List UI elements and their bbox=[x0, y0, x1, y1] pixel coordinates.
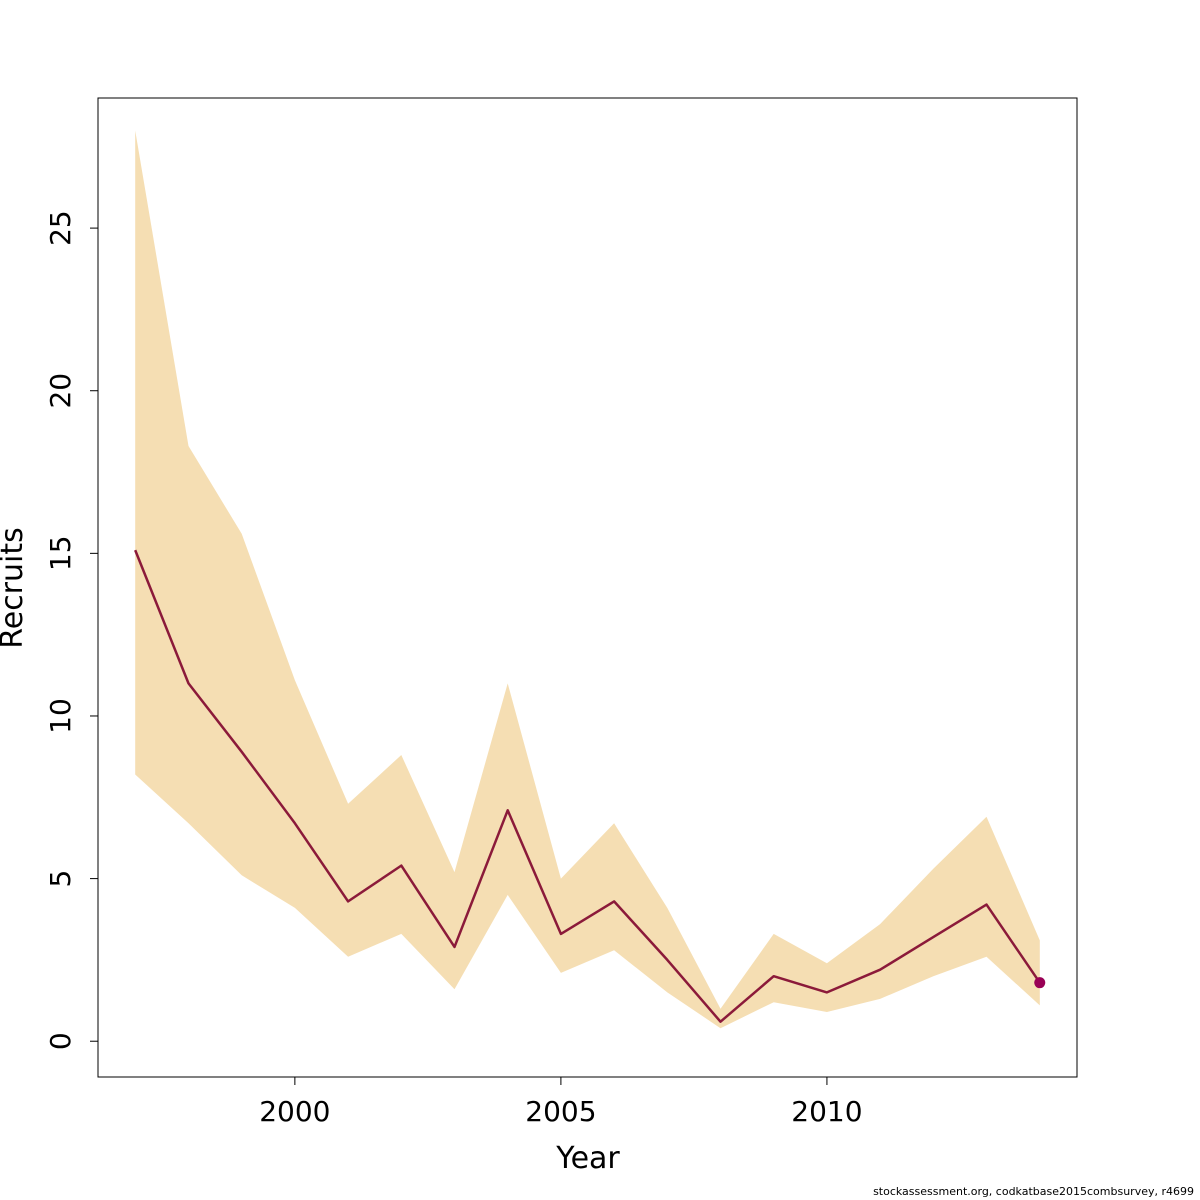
y-tick-label: 15 bbox=[44, 535, 77, 571]
confidence-band bbox=[135, 130, 1040, 1029]
footnote: stockassessment.org, codkatbase2015combs… bbox=[873, 1185, 1194, 1198]
x-axis: 2000 2005 2010 bbox=[259, 1076, 863, 1128]
y-axis-title: Recruits bbox=[0, 527, 30, 649]
recruits-estimate-line bbox=[134, 549, 1041, 1023]
y-tick-label: 0 bbox=[44, 1032, 77, 1050]
x-tick-label: 2010 bbox=[791, 1095, 862, 1128]
y-tick-label: 25 bbox=[44, 210, 77, 246]
estimate-line-layer bbox=[134, 549, 1046, 1023]
x-tick-label: 2000 bbox=[259, 1095, 330, 1128]
y-tick-label: 20 bbox=[44, 373, 77, 409]
y-axis: 0 5 10 15 20 25 bbox=[44, 210, 99, 1050]
y-tick-label: 10 bbox=[44, 698, 77, 734]
x-tick-label: 2005 bbox=[525, 1095, 596, 1128]
last-year-point bbox=[1034, 977, 1046, 989]
confidence-band-layer bbox=[135, 130, 1040, 1029]
x-axis-title: Year bbox=[555, 1141, 620, 1176]
y-tick-label: 5 bbox=[44, 870, 77, 888]
